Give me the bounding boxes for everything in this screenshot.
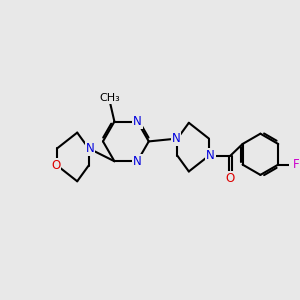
- Text: O: O: [51, 159, 60, 172]
- Text: N: N: [86, 142, 94, 155]
- Text: N: N: [206, 149, 215, 162]
- Text: N: N: [172, 132, 180, 145]
- Text: F: F: [293, 158, 299, 171]
- Text: CH₃: CH₃: [100, 93, 121, 103]
- Text: O: O: [226, 172, 235, 185]
- Text: N: N: [133, 155, 142, 168]
- Text: N: N: [133, 115, 142, 128]
